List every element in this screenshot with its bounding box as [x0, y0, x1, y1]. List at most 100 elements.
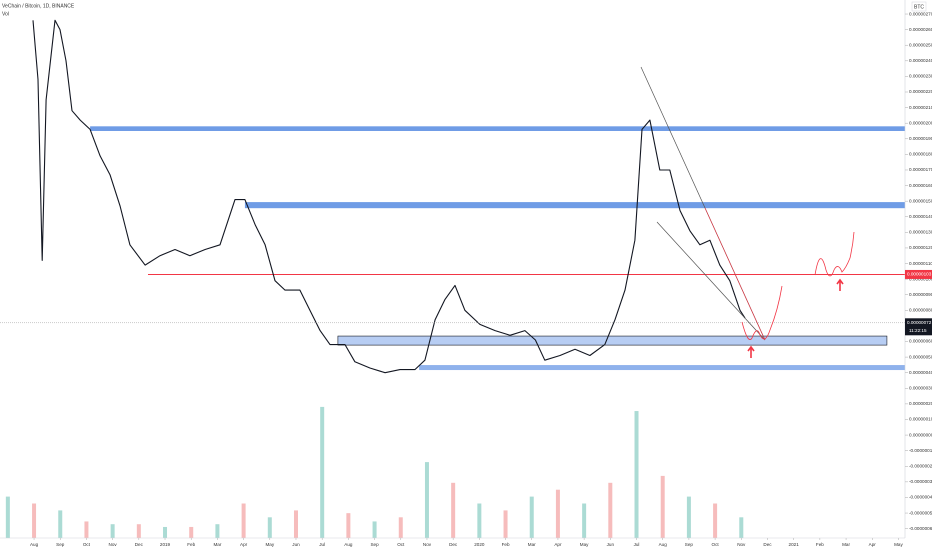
countdown: 11:22:15 [909, 328, 927, 333]
zone [419, 365, 905, 371]
x-tick-label: Oct [712, 542, 720, 547]
x-tick-label: Apr [554, 542, 562, 547]
chart-title: VeChain / Bitcoin, 1D, BINANCE [2, 3, 75, 9]
volume-bar [136, 524, 141, 538]
x-tick-label: Feb [187, 542, 195, 547]
volume-bar [346, 513, 351, 538]
volume-bar [398, 517, 403, 538]
x-tick-label: May [580, 542, 589, 547]
x-tick-label: Jun [607, 542, 615, 547]
volume-bar [660, 475, 665, 538]
y-tick-label: 0.00000010 [909, 417, 932, 422]
y-tick-label: -0.00000030 [909, 479, 932, 484]
y-tick-label: 0.00000090 [909, 292, 932, 297]
projection-2 [814, 231, 855, 277]
volume-bar [424, 462, 429, 538]
y-tick-label: 0.00000130 [909, 230, 932, 235]
x-tick-label: May [265, 542, 274, 547]
x-tick-label: 2019 [160, 542, 171, 547]
zone [244, 202, 906, 209]
y-tick-label: 0.00000250 [909, 42, 932, 47]
volume-bar [713, 503, 718, 538]
y-tick-label: 0.00000150 [909, 198, 932, 203]
x-tick-label: Oct [83, 542, 91, 547]
x-tick-label: Oct [397, 542, 405, 547]
arrow [747, 345, 755, 358]
wedge-lower [656, 221, 766, 341]
x-tick-label: Sep [56, 542, 65, 547]
y-tick-label: 0.00000110 [909, 261, 932, 266]
volume-bar [267, 517, 272, 538]
volume-label: Vol [2, 11, 9, 17]
volume-bar [686, 496, 691, 538]
x-tick-label: Sep [685, 542, 694, 547]
current-price-label: 0.00000072 [907, 320, 932, 325]
x-tick-label: Aug [659, 542, 668, 547]
x-tick-label: May [894, 542, 903, 547]
zone [337, 335, 888, 346]
y-tick-label: 0.00000210 [909, 105, 932, 110]
y-tick-label: 0.00000000 [909, 432, 932, 437]
x-tick-label: Sep [370, 542, 379, 547]
y-tick-label: 0.00000080 [909, 308, 932, 313]
y-tick-label: -0.00000010 [909, 448, 932, 453]
y-tick-label: -0.00000050 [909, 510, 932, 515]
volume-bar [529, 496, 534, 538]
volume-bar [163, 526, 168, 538]
volume-bar [110, 524, 115, 538]
y-tick-label: 0.00000190 [909, 136, 932, 141]
volume-bar [32, 503, 37, 538]
x-tick-label: Apr [869, 542, 877, 547]
y-tick-label: 0.00000160 [909, 183, 932, 188]
volume-bar [634, 411, 639, 538]
x-tick-label: Jun [292, 542, 300, 547]
volume-bar [739, 517, 744, 538]
volume-bar [5, 496, 10, 538]
y-tick-label: 0.00000020 [909, 401, 932, 406]
currency: BTC [914, 4, 924, 10]
y-tick-label: 0.00000220 [909, 89, 932, 94]
x-tick-label: Feb [816, 542, 824, 547]
price-line [32, 19, 746, 374]
volume-bar [84, 521, 89, 538]
current-price-box [905, 318, 932, 336]
volume-bar [189, 526, 194, 538]
volume-bar [451, 482, 456, 538]
x-tick-label: Aug [30, 542, 39, 547]
volume-bar [503, 510, 508, 538]
x-tick-label: Dec [763, 542, 772, 547]
volume-bar [372, 521, 377, 538]
projection [741, 285, 783, 341]
x-tick-label: Nov [737, 542, 746, 547]
y-tick-label: 0.00000140 [909, 214, 932, 219]
y-tick-label: -0.00000020 [909, 463, 932, 468]
volume-bar [293, 510, 298, 538]
level-label: 0.00000103 [907, 272, 932, 277]
wedge-red [704, 207, 766, 341]
x-tick-label: Aug [344, 542, 353, 547]
zone [90, 126, 905, 131]
x-tick-label: Nov [109, 542, 118, 547]
x-tick-label: Feb [502, 542, 510, 547]
volume-bar [608, 482, 613, 538]
x-tick-label: 2020 [474, 542, 485, 547]
y-tick-label: 0.00000200 [909, 120, 932, 125]
y-tick-label: 0.00000120 [909, 245, 932, 250]
level-label-box [905, 269, 932, 279]
x-tick-label: Apr [240, 542, 248, 547]
volume-bar [215, 524, 220, 538]
y-tick-label: 0.00000030 [909, 386, 932, 391]
y-tick-label: 0.00000050 [909, 354, 932, 359]
arrow [836, 278, 844, 291]
y-tick-label: -0.00000060 [909, 526, 932, 531]
x-tick-label: Jul [319, 542, 325, 547]
volume-bar [241, 503, 246, 538]
volume-bar [320, 406, 325, 538]
y-tick-label: -0.00000040 [909, 495, 932, 500]
currency-box [911, 1, 927, 12]
y-tick-label: 0.00000260 [909, 27, 932, 32]
y-tick-label: 0.00000060 [909, 339, 932, 344]
x-tick-label: Mar [842, 542, 850, 547]
x-tick-label: Mar [528, 542, 536, 547]
